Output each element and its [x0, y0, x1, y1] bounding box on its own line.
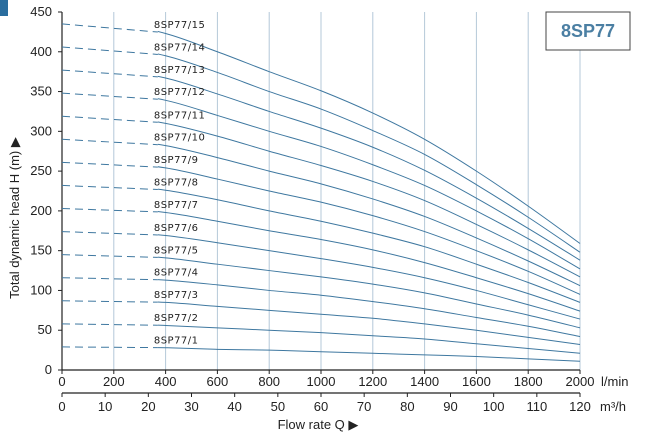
- curve-label: 8SP77/3: [154, 290, 199, 301]
- curve-8sp77-12: [157, 98, 581, 270]
- curve-label: 8SP77/5: [154, 245, 199, 256]
- curve-dashed-segment: [61, 208, 158, 213]
- curve-8sp77-4: [157, 279, 581, 338]
- curve-8sp77-10: [157, 143, 581, 287]
- x2-tick-label: 100: [483, 399, 505, 414]
- y-tick-label: 150: [30, 243, 52, 258]
- curves: [61, 23, 581, 362]
- curve-dashed-segment: [61, 231, 158, 236]
- curve-dashed-segment: [61, 323, 158, 326]
- x-tick-label: 600: [207, 374, 229, 389]
- y-tick-label: 300: [30, 123, 52, 138]
- curve-8sp77-5: [157, 256, 581, 329]
- curve-dashed-segment: [61, 115, 158, 123]
- curve-labels: 8SP77/1 8SP77/2 8SP77/3 8SP77/4 8SP77/5 8SP77…: [154, 20, 206, 347]
- x2-tick-label: 20: [141, 399, 155, 414]
- y-axis-title: Total dynamic head H (m) ▶: [7, 137, 22, 299]
- x-tick-label: 0: [58, 374, 65, 389]
- curve-label: 8SP77/10: [154, 133, 206, 144]
- x2-tick-label: 110: [526, 399, 547, 414]
- curve-dashed-segment: [61, 69, 158, 78]
- curve-8sp77-14: [157, 53, 581, 253]
- curve-label: 8SP77/11: [154, 110, 206, 121]
- x2-tick-label: 80: [400, 399, 414, 414]
- x-tick-label: 1400: [410, 374, 439, 389]
- title-box: 8SP77: [545, 11, 631, 51]
- curve-label: 8SP77/4: [154, 268, 199, 279]
- chart-title: 8SP77: [561, 21, 615, 41]
- y-tick-label: 250: [30, 163, 52, 178]
- curve-8sp77-3: [157, 301, 581, 346]
- curve-dashed-segment: [61, 46, 158, 55]
- y-tick-label: 200: [30, 203, 52, 218]
- axes: [58, 11, 581, 397]
- x-tick-label: 800: [258, 374, 280, 389]
- curve-dashed-segment: [61, 346, 158, 349]
- x-tick-label: 1600: [462, 374, 491, 389]
- curve-8sp77-6: [157, 234, 581, 320]
- curve-label: 8SP77/7: [154, 200, 199, 211]
- x2-tick-label: 0: [58, 399, 65, 414]
- x-unit-lmin: l/min: [601, 374, 628, 389]
- y-tick-label: 350: [30, 84, 52, 99]
- x-tick-label: 400: [155, 374, 177, 389]
- x2-tick-label: 60: [314, 399, 328, 414]
- curve-label: 8SP77/14: [154, 42, 206, 53]
- curve-label: 8SP77/8: [154, 177, 199, 188]
- x2-tick-label: 90: [443, 399, 457, 414]
- x-axis-title: Flow rate Q ▶: [278, 417, 359, 432]
- curve-8sp77-8: [157, 188, 581, 303]
- curve-label: 8SP77/13: [154, 65, 206, 76]
- x2-tick-label: 120: [569, 399, 591, 414]
- x-tick-label: 200: [103, 374, 125, 389]
- curve-8sp77-1: [157, 347, 581, 362]
- y-tick-label: 100: [30, 282, 52, 297]
- x2-tick-label: 50: [271, 399, 285, 414]
- x-tick-label: 1000: [307, 374, 336, 389]
- curve-dashed-segment: [61, 23, 158, 33]
- curve-dashed-segment: [61, 277, 158, 281]
- y-tick-label: 50: [38, 322, 52, 337]
- x-tick-label: 1800: [514, 374, 543, 389]
- x-tick-label: 2000: [566, 374, 595, 389]
- x2-tick-label: 10: [98, 399, 112, 414]
- x2-tick-label: 40: [227, 399, 241, 414]
- curve-dashed-segment: [61, 254, 158, 258]
- x2-tick-label: 70: [357, 399, 371, 414]
- y-tick-label: 450: [30, 4, 52, 19]
- x-tick-label: 1200: [358, 374, 387, 389]
- curve-8sp77-9: [157, 166, 581, 295]
- curve-dashed-segment: [61, 92, 158, 100]
- curve-dashed-segment: [61, 138, 158, 146]
- curve-label: 8SP77/1: [154, 336, 199, 347]
- curve-8sp77-2: [157, 324, 581, 354]
- x2-unit-m3h: m³/h: [600, 399, 626, 414]
- curve-8sp77-15: [157, 30, 581, 244]
- curve-dashed-segment: [61, 300, 158, 303]
- curve-label: 8SP77/6: [154, 223, 199, 234]
- y-tick-label: 400: [30, 44, 52, 59]
- curve-dashed-segment: [61, 161, 158, 168]
- corner-accent-mark: [0, 0, 8, 16]
- curve-dashed-segment: [61, 184, 158, 190]
- curve-label: 8SP77/2: [154, 313, 199, 324]
- curve-label: 8SP77/12: [154, 87, 206, 98]
- curve-8sp77-7: [157, 211, 581, 312]
- x2-tick-label: 30: [184, 399, 198, 414]
- curve-label: 8SP77/15: [154, 20, 206, 31]
- curve-label: 8SP77/9: [154, 155, 199, 166]
- y-tick-label: 0: [45, 362, 52, 377]
- curve-8sp77-11: [157, 121, 581, 278]
- curve-8sp77-13: [157, 75, 581, 261]
